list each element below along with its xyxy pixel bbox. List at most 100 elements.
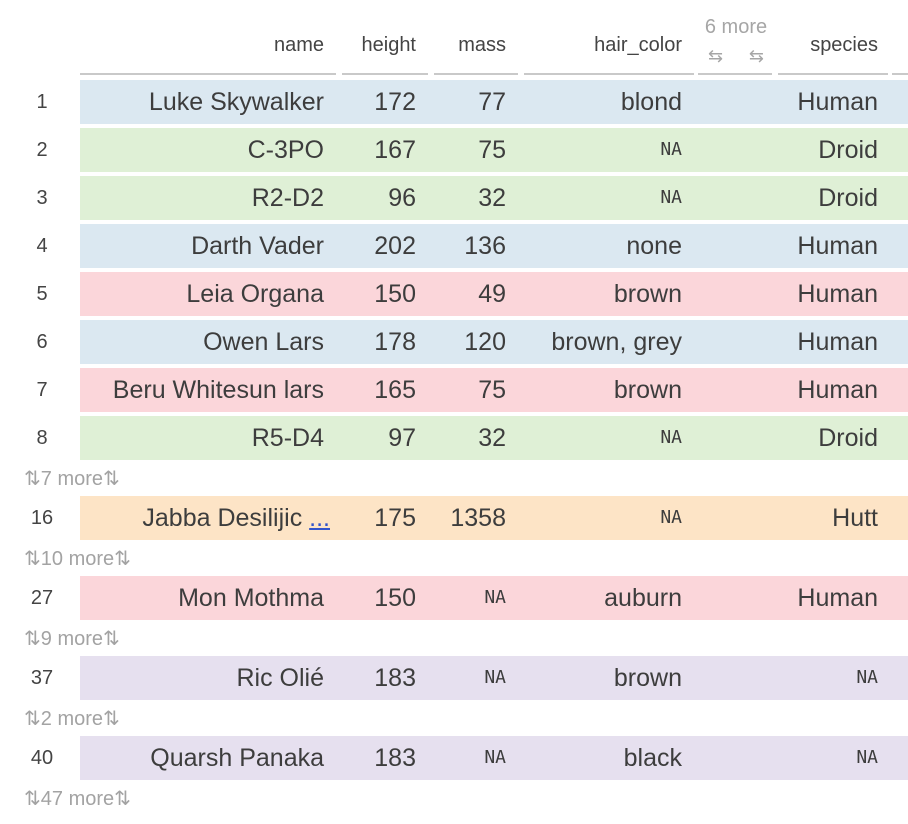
row-background — [80, 272, 908, 316]
collapsed-rows-toggle[interactable]: ⇅2 more⇅ — [24, 704, 120, 734]
header-divider — [524, 73, 694, 75]
header-divider — [80, 73, 336, 75]
row-index: 3 — [36, 187, 48, 209]
cell-species: Human — [797, 584, 878, 612]
cell-hair-color: none — [626, 232, 682, 260]
table-row[interactable]: 8 R5-D4 97 32 NA Droid — [0, 416, 908, 460]
cell-mass: NA — [484, 587, 506, 608]
row-background — [80, 736, 908, 780]
row-index: 8 — [36, 427, 48, 449]
collapsed-rows-label: 7 more — [40, 468, 104, 490]
collapsed-rows-label: 9 more — [40, 628, 104, 650]
table-row[interactable]: 27 Mon Mothma 150 NA auburn Human — [0, 576, 908, 620]
cell-hair-color: NA — [660, 187, 682, 208]
header-divider — [434, 73, 518, 75]
more-columns-expander[interactable]: ⇆ ⇆ — [700, 46, 772, 67]
cell-species: Droid — [818, 136, 878, 164]
collapsed-rows-label: 47 more — [40, 788, 115, 810]
table-row[interactable]: 4 Darth Vader 202 136 none Human — [0, 224, 908, 268]
column-header-species[interactable]: species — [810, 34, 878, 56]
cell-hair-color: NA — [660, 139, 682, 160]
cell-species: NA — [856, 667, 878, 688]
column-header-name[interactable]: name — [273, 34, 324, 56]
row-background — [80, 176, 908, 220]
truncation-ellipsis[interactable]: ... — [309, 504, 330, 532]
cell-name: R5-D4 — [251, 424, 324, 452]
cell-height: 175 — [374, 504, 416, 532]
collapsed-rows-toggle[interactable]: ⇅10 more⇅ — [24, 544, 131, 574]
cell-hair-color: brown, grey — [551, 328, 682, 356]
table-row[interactable]: 16 Jabba Desilijic ... 175 1358 NA Hutt — [0, 496, 908, 540]
row-index: 7 — [36, 379, 48, 401]
column-header-mass[interactable]: mass — [458, 34, 506, 56]
table-row[interactable]: 2 C-3PO 167 75 NA Droid — [0, 128, 908, 172]
cell-mass: 77 — [478, 88, 506, 116]
cell-mass: 120 — [464, 328, 506, 356]
cell-mass: NA — [484, 747, 506, 768]
more-columns-label: 6 more — [704, 16, 768, 38]
expand-right-icon[interactable]: ⇆ — [748, 46, 764, 66]
cell-name: Owen Lars — [203, 328, 324, 356]
expand-rows-icon: ⇅ — [24, 628, 41, 650]
cell-name: Mon Mothma — [178, 584, 324, 612]
table-row[interactable]: 5 Leia Organa 150 49 brown Human — [0, 272, 908, 316]
table-row[interactable]: 37 Ric Olié 183 NA brown NA — [0, 656, 908, 700]
cell-height: 183 — [374, 744, 416, 772]
table-row[interactable]: 7 Beru Whitesun lars 165 75 brown Human — [0, 368, 908, 412]
cell-mass: 1358 — [450, 504, 506, 532]
row-background — [80, 496, 908, 540]
table-header: name height mass hair_color 6 more ⇆ ⇆ s… — [0, 0, 908, 78]
row-background — [80, 80, 908, 124]
cell-hair-color: NA — [660, 507, 682, 528]
row-index: 6 — [36, 331, 48, 353]
collapsed-rows-label: 10 more — [40, 548, 115, 570]
table-row[interactable]: 6 Owen Lars 178 120 brown, grey Human — [0, 320, 908, 364]
cell-name: Beru Whitesun lars — [112, 376, 324, 404]
table-row[interactable]: 40 Quarsh Panaka 183 NA black NA — [0, 736, 908, 780]
column-header-hair-color[interactable]: hair_color — [594, 34, 682, 56]
row-background — [80, 224, 908, 268]
cell-name: Leia Organa — [186, 280, 324, 308]
column-header-height[interactable]: height — [361, 34, 417, 56]
row-background — [80, 656, 908, 700]
table-row[interactable]: 3 R2-D2 96 32 NA Droid — [0, 176, 908, 220]
expand-rows-icon: ⇅ — [24, 468, 41, 490]
collapsed-rows-toggle[interactable]: ⇅9 more⇅ — [24, 624, 120, 654]
cell-hair-color: brown — [613, 376, 682, 404]
table-row[interactable]: 1 Luke Skywalker 172 77 blond Human — [0, 80, 908, 124]
cell-height: 97 — [388, 424, 416, 452]
cell-name: Jabba Desilijic ... — [90, 496, 330, 540]
row-index: 37 — [30, 667, 54, 689]
row-background — [80, 576, 908, 620]
cell-height: 183 — [374, 664, 416, 692]
expand-left-icon[interactable]: ⇆ — [708, 46, 724, 66]
collapsed-rows-toggle[interactable]: ⇅7 more⇅ — [24, 464, 120, 494]
expand-rows-icon: ⇅ — [114, 548, 131, 570]
header-divider — [342, 73, 428, 75]
cell-name: Darth Vader — [191, 232, 324, 260]
cell-height: 178 — [374, 328, 416, 356]
cell-name: Ric Olié — [236, 664, 324, 692]
cell-mass: 49 — [478, 280, 506, 308]
collapsed-rows-toggle[interactable]: ⇅47 more⇅ — [24, 784, 131, 814]
cell-hair-color: auburn — [604, 584, 682, 612]
cell-hair-color: brown — [613, 664, 682, 692]
row-index: 4 — [36, 235, 48, 257]
cell-species: Human — [797, 280, 878, 308]
row-background — [80, 416, 908, 460]
expand-rows-icon: ⇅ — [103, 628, 120, 650]
cell-species: Human — [797, 88, 878, 116]
cell-height: 150 — [374, 584, 416, 612]
cell-species: NA — [856, 747, 878, 768]
expand-rows-icon: ⇅ — [103, 468, 120, 490]
cell-name: Luke Skywalker — [148, 88, 324, 116]
cell-mass: 75 — [478, 136, 506, 164]
cell-hair-color: NA — [660, 427, 682, 448]
collapsed-rows-label: 2 more — [40, 708, 104, 730]
cell-mass: 32 — [478, 184, 506, 212]
row-index: 5 — [36, 283, 48, 305]
row-index: 27 — [30, 587, 54, 609]
cell-species: Droid — [818, 424, 878, 452]
row-background — [80, 368, 908, 412]
row-index: 16 — [30, 507, 54, 529]
